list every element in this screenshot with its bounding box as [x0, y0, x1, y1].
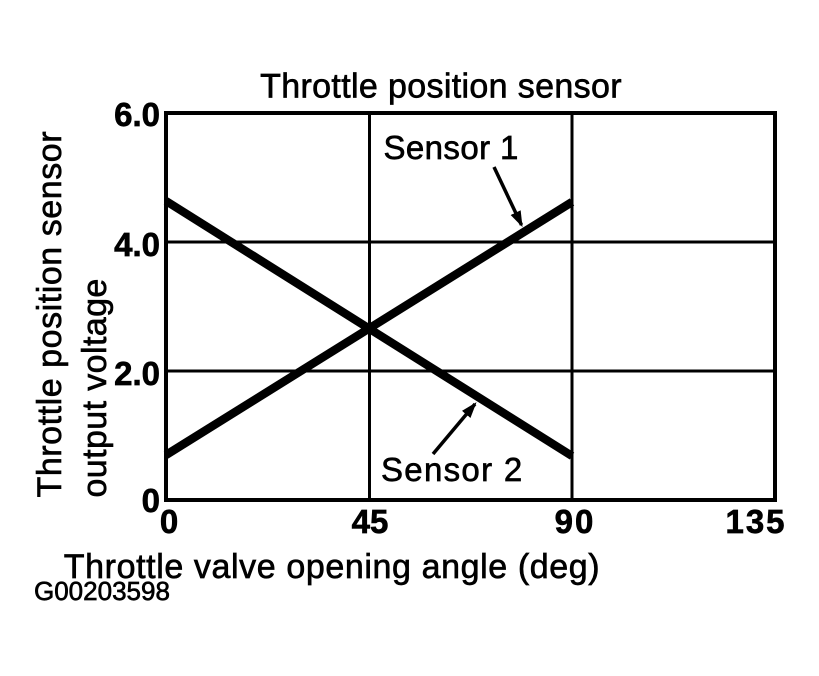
svg-text:Sensor 2: Sensor 2	[381, 451, 523, 488]
svg-text:45: 45	[352, 503, 389, 540]
svg-text:0: 0	[142, 482, 160, 519]
svg-text:Throttle position sensor: Throttle position sensor	[260, 68, 622, 106]
svg-text:0: 0	[160, 503, 178, 540]
svg-text:Sensor 1: Sensor 1	[384, 129, 519, 166]
svg-text:6.0: 6.0	[114, 96, 160, 133]
svg-text:2.0: 2.0	[114, 355, 160, 392]
svg-text:output voltage: output voltage	[76, 278, 114, 497]
svg-text:90: 90	[555, 503, 596, 540]
svg-text:135: 135	[725, 503, 786, 540]
svg-text:4.0: 4.0	[114, 226, 160, 263]
svg-text:G00203598: G00203598	[34, 576, 170, 606]
svg-text:Throttle position sensor: Throttle position sensor	[31, 131, 69, 498]
svg-text:Throttle valve opening angle (: Throttle valve opening angle (deg)	[64, 548, 600, 586]
